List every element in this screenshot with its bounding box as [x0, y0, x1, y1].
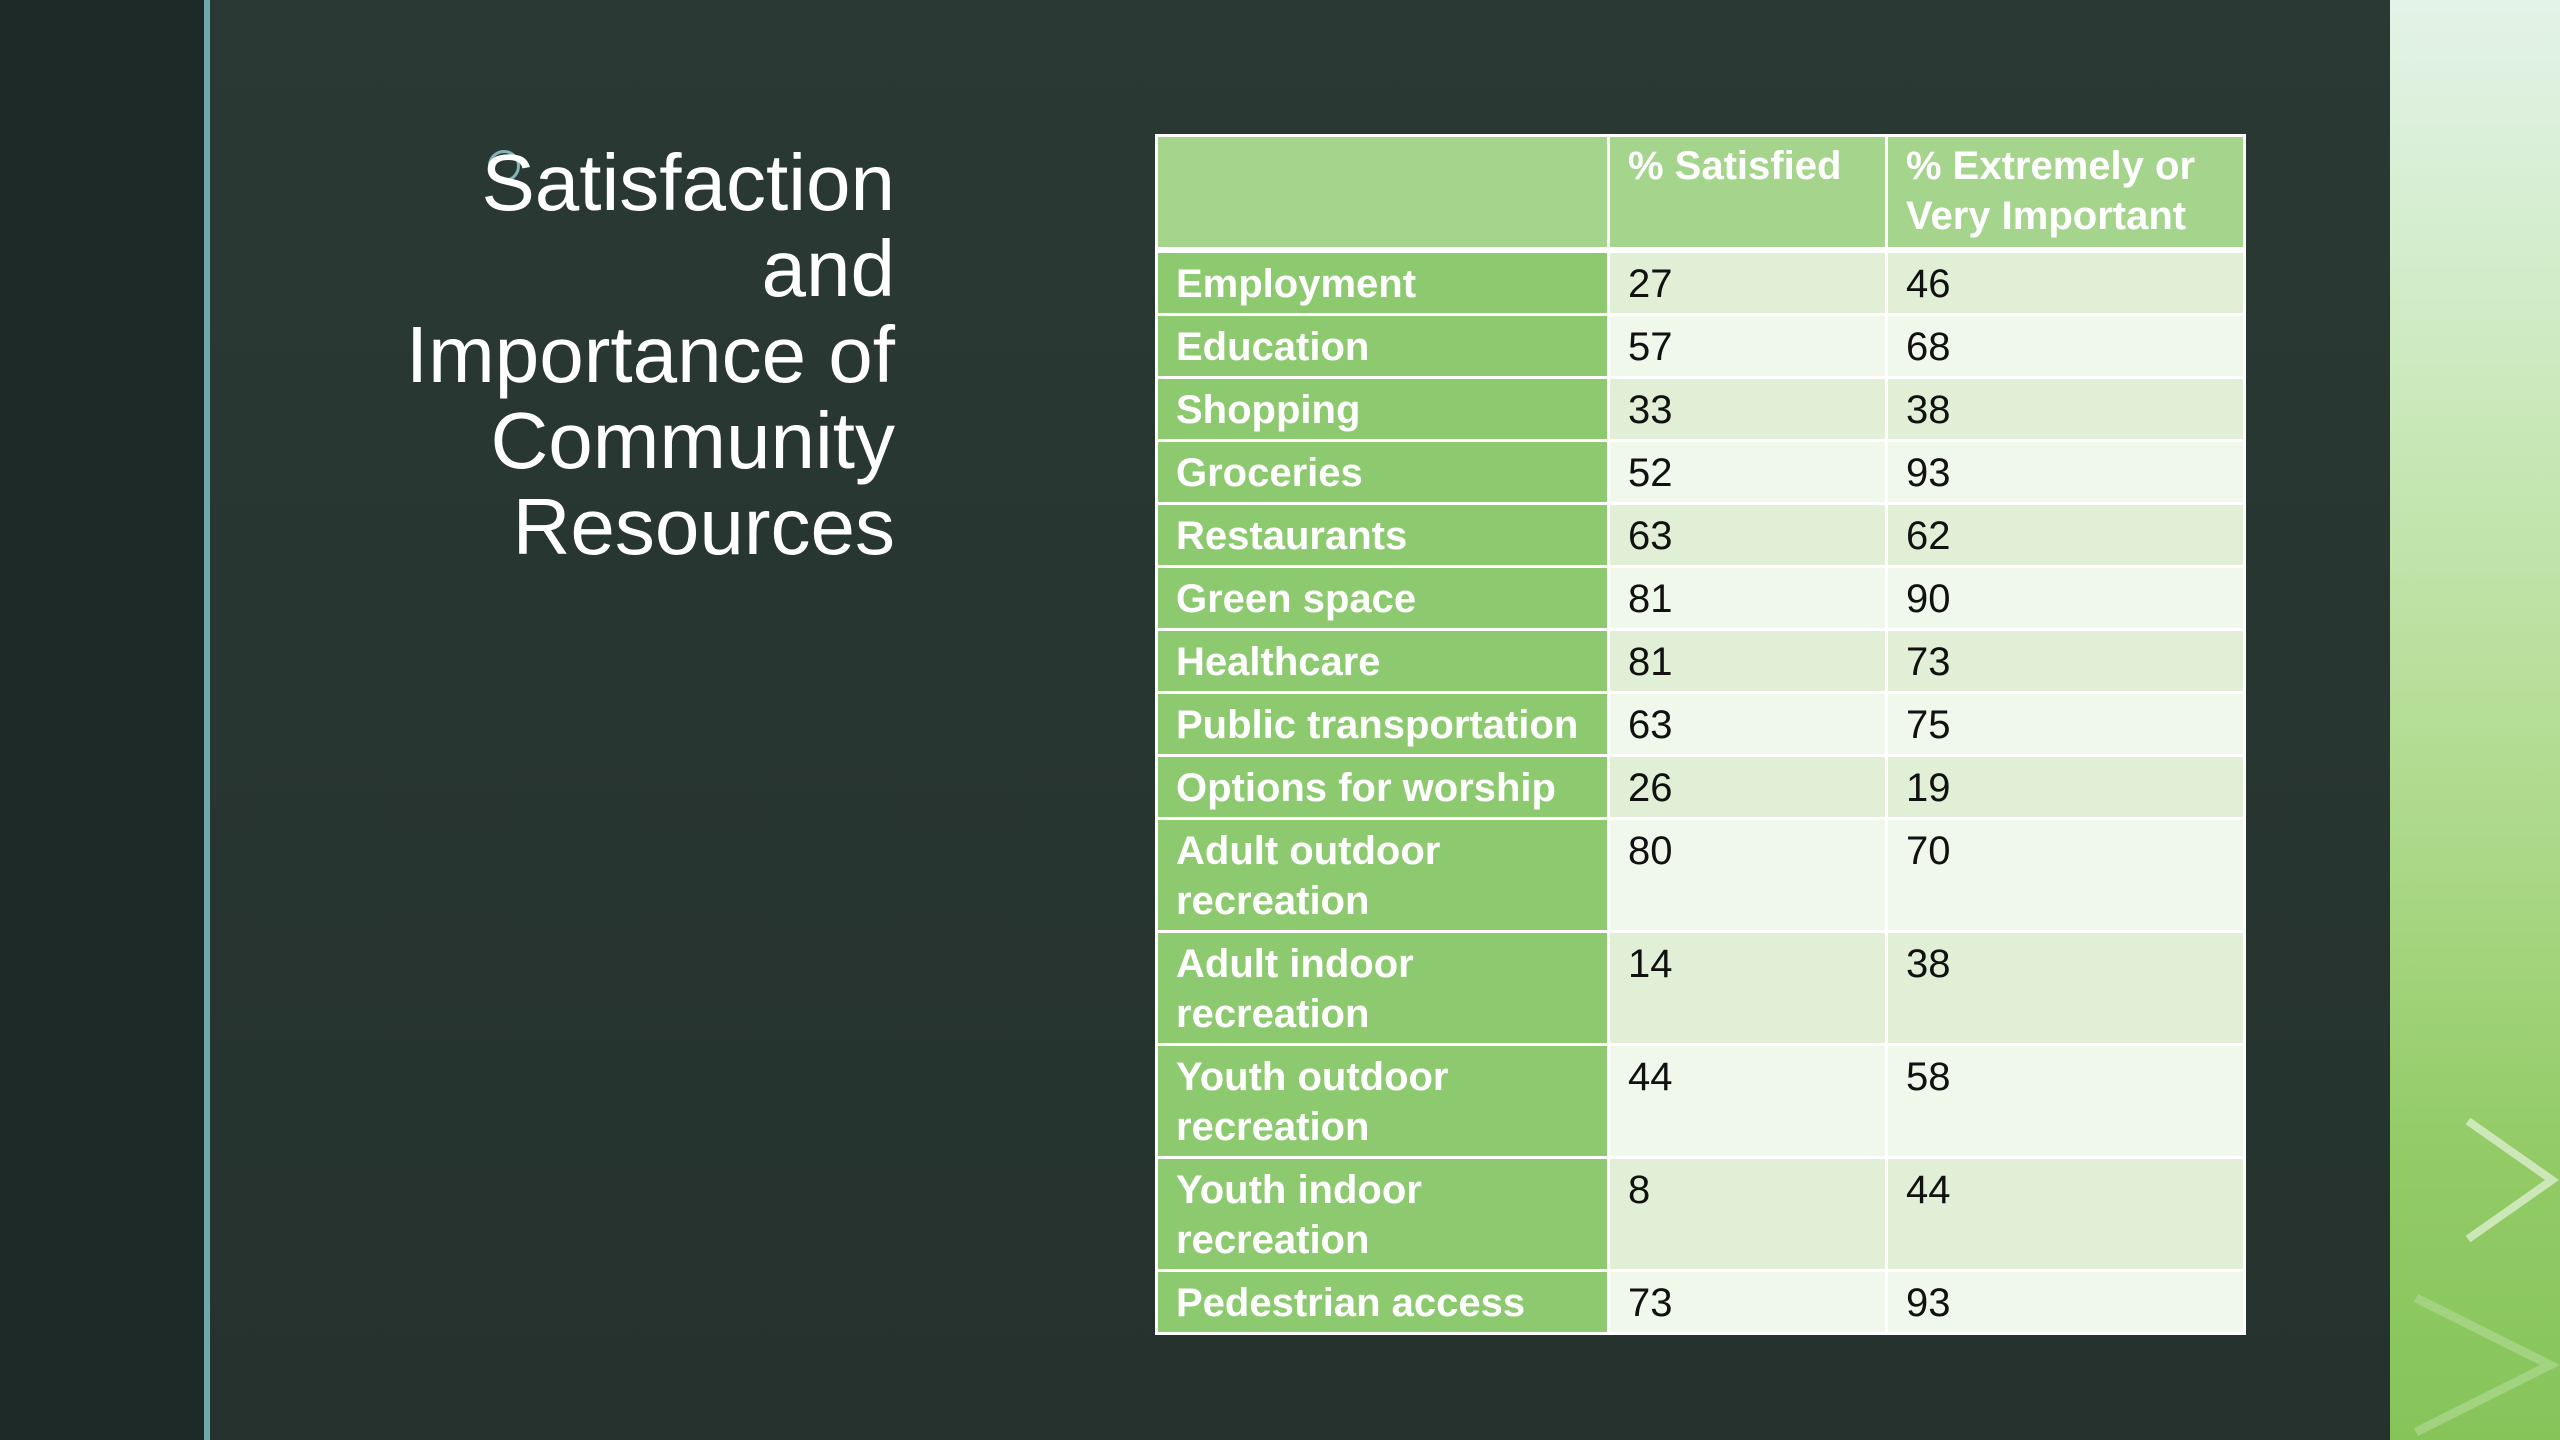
- row-resource-cell: Employment: [1155, 248, 1610, 316]
- row-resource-cell: Public transportation: [1155, 691, 1610, 757]
- header-important: % Extremely or Very Important: [1885, 134, 2246, 253]
- table-row: Groceries 52 93: [1155, 439, 2246, 505]
- table-row: Public transportation 63 75: [1155, 691, 2246, 757]
- table-row: Options for worship 26 19: [1155, 754, 2246, 820]
- row-satisfied-cell: 26: [1607, 754, 1888, 820]
- row-satisfied-cell: 14: [1607, 930, 1888, 1046]
- table-header-row: % Satisfied % Extremely or Very Importan…: [1155, 134, 2246, 253]
- chevron-decoration-icon: [2413, 1293, 2560, 1437]
- row-satisfied-cell: 81: [1607, 628, 1888, 694]
- row-resource-cell: Pedestrian access: [1155, 1269, 1610, 1335]
- row-satisfied-cell: 80: [1607, 817, 1888, 933]
- row-important-cell: 19: [1885, 754, 2246, 820]
- header-satisfied: % Satisfied: [1607, 134, 1888, 253]
- table-row: Youth indoor recreation 8 44: [1155, 1156, 2246, 1272]
- row-resource-cell: Adult outdoor recreation: [1155, 817, 1610, 933]
- table-row: Healthcare 81 73: [1155, 628, 2246, 694]
- row-resource-cell: Healthcare: [1155, 628, 1610, 694]
- row-resource-cell: Groceries: [1155, 439, 1610, 505]
- table-row: Education 57 68: [1155, 313, 2246, 379]
- table-row: Restaurants 63 62: [1155, 502, 2246, 568]
- row-important-cell: 62: [1885, 502, 2246, 568]
- table-row: Shopping 33 38: [1155, 376, 2246, 442]
- row-important-cell: 73: [1885, 628, 2246, 694]
- row-resource-cell: Green space: [1155, 565, 1610, 631]
- row-satisfied-cell: 73: [1607, 1269, 1888, 1335]
- accent-line: [204, 0, 210, 1440]
- row-important-cell: 93: [1885, 439, 2246, 505]
- row-important-cell: 38: [1885, 376, 2246, 442]
- row-resource-cell: Shopping: [1155, 376, 1610, 442]
- row-satisfied-cell: 44: [1607, 1043, 1888, 1159]
- slide-title: Satisfaction and Importance of Community…: [405, 138, 895, 571]
- chevron-decoration-icon: [2465, 1117, 2559, 1243]
- title-bullet-icon: [488, 150, 520, 182]
- table-row: Pedestrian access 73 93: [1155, 1269, 2246, 1335]
- row-satisfied-cell: 52: [1607, 439, 1888, 505]
- row-important-cell: 44: [1885, 1156, 2246, 1272]
- row-important-cell: 90: [1885, 565, 2246, 631]
- row-satisfied-cell: 63: [1607, 502, 1888, 568]
- row-resource-cell: Education: [1155, 313, 1610, 379]
- data-table-container: % Satisfied % Extremely or Very Importan…: [1155, 134, 2246, 1335]
- row-resource-cell: Youth outdoor recreation: [1155, 1043, 1610, 1159]
- header-resource: [1155, 134, 1610, 253]
- row-important-cell: 93: [1885, 1269, 2246, 1335]
- table-row: Adult outdoor recreation 80 70: [1155, 817, 2246, 933]
- row-resource-cell: Adult indoor recreation: [1155, 930, 1610, 1046]
- left-margin-band: [0, 0, 204, 1440]
- table-row: Green space 81 90: [1155, 565, 2246, 631]
- right-decorative-band: [2390, 0, 2560, 1440]
- row-resource-cell: Youth indoor recreation: [1155, 1156, 1610, 1272]
- table-row: Youth outdoor recreation 44 58: [1155, 1043, 2246, 1159]
- row-satisfied-cell: 57: [1607, 313, 1888, 379]
- row-important-cell: 70: [1885, 817, 2246, 933]
- row-satisfied-cell: 63: [1607, 691, 1888, 757]
- data-table: % Satisfied % Extremely or Very Importan…: [1155, 134, 2246, 1335]
- row-important-cell: 38: [1885, 930, 2246, 1046]
- row-resource-cell: Restaurants: [1155, 502, 1610, 568]
- row-resource-cell: Options for worship: [1155, 754, 1610, 820]
- row-important-cell: 58: [1885, 1043, 2246, 1159]
- row-important-cell: 75: [1885, 691, 2246, 757]
- table-row: Employment 27 46: [1155, 248, 2246, 316]
- row-satisfied-cell: 81: [1607, 565, 1888, 631]
- row-important-cell: 68: [1885, 313, 2246, 379]
- row-satisfied-cell: 33: [1607, 376, 1888, 442]
- table-row: Adult indoor recreation 14 38: [1155, 930, 2246, 1046]
- row-satisfied-cell: 8: [1607, 1156, 1888, 1272]
- row-satisfied-cell: 27: [1607, 248, 1888, 316]
- row-important-cell: 46: [1885, 248, 2246, 316]
- table-body: Employment 27 46 Education 57 68 Shopping 33 38 G…: [1155, 248, 2246, 1335]
